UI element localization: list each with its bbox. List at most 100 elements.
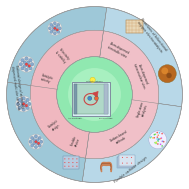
Circle shape [35,141,37,143]
Wedge shape [103,8,182,107]
Circle shape [166,73,172,78]
Circle shape [22,103,25,105]
Circle shape [155,133,156,135]
Circle shape [126,163,128,164]
Circle shape [76,158,77,159]
Circle shape [153,137,155,139]
Circle shape [30,144,34,147]
Text: Single-atom
catalysts: Single-atom catalysts [136,101,149,119]
Circle shape [18,106,21,110]
Circle shape [38,136,41,140]
Circle shape [29,67,32,70]
Circle shape [56,29,58,31]
Circle shape [156,141,157,143]
Circle shape [30,63,34,66]
Circle shape [26,98,29,102]
Circle shape [27,61,30,64]
Text: Flexible
device: Flexible device [70,135,81,148]
Circle shape [68,162,69,163]
Circle shape [27,102,31,106]
Circle shape [152,137,154,139]
Circle shape [30,136,34,140]
Bar [126,20,143,33]
Circle shape [156,132,158,133]
Text: Catalyst
design: Catalyst design [47,119,62,132]
Wedge shape [86,31,159,159]
Circle shape [122,157,123,158]
Circle shape [64,158,65,159]
Circle shape [157,140,159,141]
Circle shape [72,162,74,163]
Circle shape [161,145,163,147]
Circle shape [53,22,56,25]
Circle shape [36,142,39,145]
Circle shape [22,108,25,111]
Circle shape [21,67,24,70]
Circle shape [28,134,43,149]
Circle shape [162,141,164,142]
Bar [63,156,79,169]
Circle shape [25,63,28,66]
Circle shape [33,142,36,145]
Bar [74,84,108,114]
Circle shape [22,97,25,100]
Circle shape [131,163,132,164]
Circle shape [40,140,43,143]
Bar [104,84,108,114]
Circle shape [37,142,40,144]
Circle shape [68,166,69,167]
Circle shape [58,27,61,30]
Circle shape [158,138,160,140]
Circle shape [25,57,28,60]
Bar [119,155,135,166]
Wedge shape [8,7,107,86]
Circle shape [161,133,163,134]
Circle shape [23,64,26,68]
Circle shape [126,157,128,158]
Circle shape [21,59,24,62]
Circle shape [50,23,53,26]
Circle shape [157,140,159,141]
Circle shape [131,157,132,158]
Text: Catalytic
activity: Catalytic activity [39,73,54,85]
Wedge shape [7,82,86,181]
Circle shape [64,166,65,167]
Circle shape [68,158,69,159]
Circle shape [20,104,23,107]
Circle shape [34,135,38,138]
Circle shape [94,96,98,100]
Circle shape [156,138,158,140]
Circle shape [156,136,158,138]
Circle shape [122,163,123,164]
Circle shape [57,57,132,132]
Circle shape [54,27,56,29]
Circle shape [26,106,29,110]
Text: Zn electrode: Zn electrode [99,118,112,119]
Circle shape [149,131,167,149]
Circle shape [68,68,121,121]
Circle shape [76,162,77,163]
Circle shape [24,104,27,107]
Circle shape [76,166,77,167]
Circle shape [72,158,74,159]
Circle shape [48,21,62,36]
Circle shape [33,139,36,142]
Wedge shape [30,30,103,158]
Circle shape [25,104,28,107]
Circle shape [157,134,159,136]
Circle shape [163,141,165,143]
Circle shape [19,56,35,72]
Circle shape [34,145,38,149]
Bar [72,82,110,116]
Circle shape [7,7,182,182]
Text: Selectivity
& stability: Selectivity & stability [54,47,70,64]
Circle shape [150,136,152,138]
Text: Structures of bifunctional
oxygen electrocatalysts: Structures of bifunctional oxygen electr… [135,17,167,55]
Circle shape [16,102,20,106]
Circle shape [15,96,32,112]
Circle shape [53,32,56,35]
Circle shape [24,101,27,104]
Text: Air electrode: Air electrode [68,118,82,119]
Text: Atom-dispersed
bimetallic sites: Atom-dispersed bimetallic sites [107,41,130,59]
Bar [74,84,77,114]
